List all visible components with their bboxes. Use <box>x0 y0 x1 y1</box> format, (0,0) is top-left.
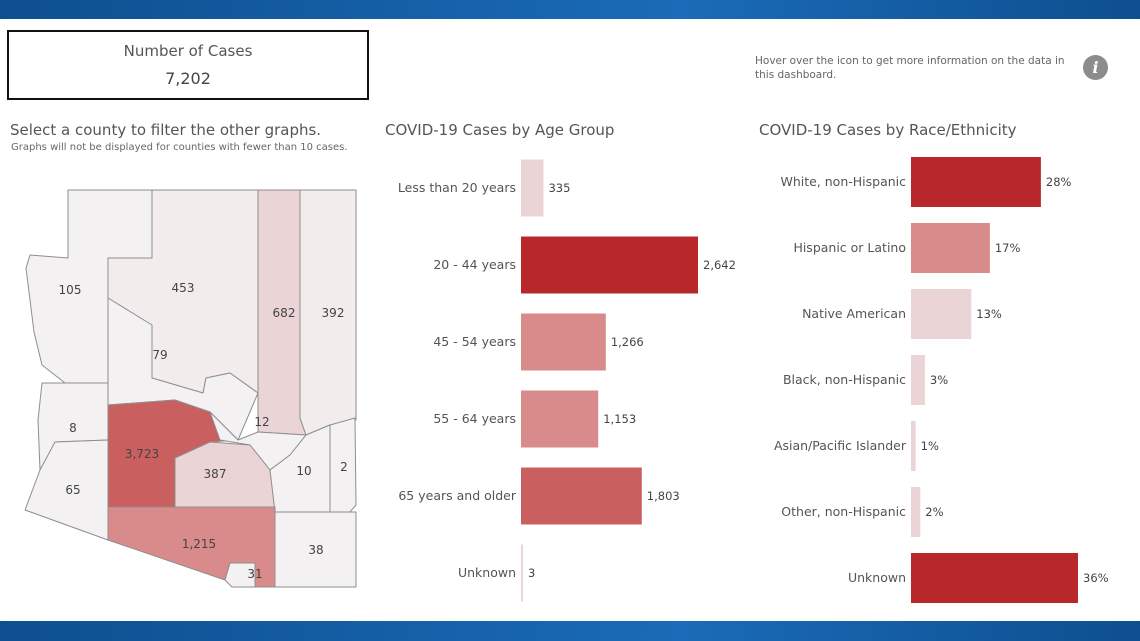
category-label: 20 - 44 years <box>433 257 516 272</box>
race-ethnicity-bar-chart: White, non-Hispanic 28% Hispanic or Latino… <box>774 157 1109 603</box>
category-label: White, non-Hispanic <box>780 174 906 189</box>
bottom-banner <box>0 621 1140 641</box>
bar[interactable] <box>911 553 1078 603</box>
county-label-apache: 392 <box>322 306 345 320</box>
category-label: Less than 20 years <box>398 180 516 195</box>
hover-hint-text: Hover over the icon to get more informat… <box>755 55 1065 81</box>
bar[interactable] <box>911 487 921 537</box>
category-label: 65 years and older <box>398 488 516 503</box>
category-label: Other, non-Hispanic <box>781 504 906 519</box>
number-of-cases-title: Number of Cases <box>123 42 253 60</box>
value-label: 28% <box>1046 175 1072 189</box>
bar[interactable] <box>911 421 916 471</box>
value-label: 3% <box>930 373 948 387</box>
county-santa-cruz[interactable] <box>224 562 256 588</box>
number-of-cases-value: 7,202 <box>165 69 211 88</box>
bar[interactable] <box>521 467 642 525</box>
bar[interactable] <box>911 289 972 339</box>
county-label-greenlee: 2 <box>340 460 348 474</box>
value-label: 36% <box>1083 571 1109 585</box>
county-label-graham: 10 <box>296 464 311 478</box>
value-label: 2,642 <box>703 258 736 272</box>
bar[interactable] <box>911 355 925 405</box>
bar[interactable] <box>521 544 523 602</box>
value-label: 1,266 <box>611 335 644 349</box>
county-label-yavapai: 79 <box>152 348 167 362</box>
county-label-coconino: 453 <box>172 281 195 295</box>
category-label: Hispanic or Latino <box>793 240 906 255</box>
bar[interactable] <box>521 390 599 448</box>
value-label: 1,803 <box>647 489 680 503</box>
county-label-pima: 1,215 <box>182 537 216 551</box>
age-group-bar-chart: Less than 20 years 335 20 - 44 years 2,642 4… <box>398 159 736 602</box>
bar[interactable] <box>521 159 544 217</box>
bar[interactable] <box>521 313 606 371</box>
category-label: 55 - 64 years <box>433 411 516 426</box>
category-label: Black, non-Hispanic <box>783 372 906 387</box>
county-label-gila: 12 <box>254 415 269 429</box>
county-label-yuma: 65 <box>65 483 80 497</box>
bar[interactable] <box>911 223 990 273</box>
county-label-la-paz: 8 <box>69 421 77 435</box>
value-label: 1,153 <box>603 412 636 426</box>
county-yuma[interactable] <box>24 439 109 541</box>
value-label: 335 <box>548 181 570 195</box>
map-subtitle: Graphs will not be displayed for countie… <box>11 142 348 153</box>
bar[interactable] <box>521 236 698 294</box>
race-chart-title: COVID-19 Cases by Race/Ethnicity <box>759 121 1017 139</box>
number-of-cases-card: Number of Cases 7,202 <box>7 30 369 100</box>
county-label-maricopa: 3,723 <box>125 447 159 461</box>
category-label: Native American <box>802 306 906 321</box>
bar[interactable] <box>911 157 1041 207</box>
county-cochise[interactable] <box>274 511 357 588</box>
value-label: 2% <box>925 505 943 519</box>
county-label-navajo: 682 <box>273 306 296 320</box>
category-label: Asian/Pacific Islander <box>774 438 907 453</box>
county-label-pinal: 387 <box>204 467 227 481</box>
value-label: 17% <box>995 241 1021 255</box>
map-title: Select a county to filter the other grap… <box>10 121 322 139</box>
county-label-mohave: 105 <box>59 283 82 297</box>
category-label: Unknown <box>458 565 516 580</box>
county-label-cochise: 38 <box>308 543 323 557</box>
info-icon[interactable]: i <box>1083 55 1108 80</box>
county-label-santa-cruz: 31 <box>247 567 262 581</box>
value-label: 13% <box>976 307 1002 321</box>
county-greenlee[interactable] <box>329 417 357 513</box>
category-label: 45 - 54 years <box>433 334 516 349</box>
value-label: 1% <box>921 439 939 453</box>
age-chart-title: COVID-19 Cases by Age Group <box>385 121 615 139</box>
value-label: 3 <box>528 566 535 580</box>
top-banner <box>0 0 1140 19</box>
category-label: Unknown <box>848 570 906 585</box>
arizona-county-map: 105 453 682 392 79 8 3,723 12 65 387 10 … <box>24 189 357 588</box>
